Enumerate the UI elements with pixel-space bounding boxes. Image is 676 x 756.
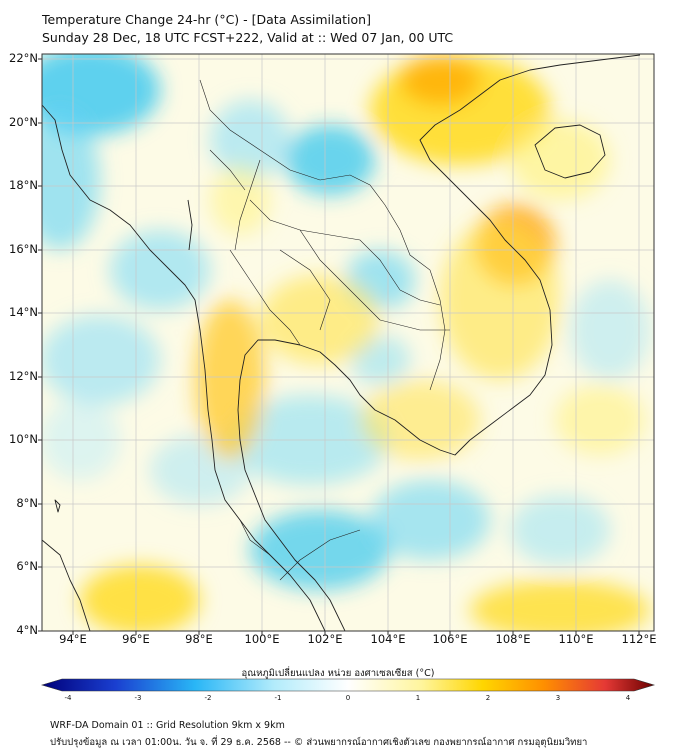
footer-credit: ปรับปรุงข้อมูล ณ เวลา 01:00น. วัน จ. ที่… (50, 737, 588, 748)
lon-label: 98°E (185, 632, 213, 646)
lat-label: 4°N (16, 623, 38, 637)
lon-label: 106°E (432, 632, 468, 646)
lat-label: 12°N (9, 369, 38, 383)
colorbar-tick-label: -4 (64, 694, 72, 702)
lon-label: 108°E (495, 632, 531, 646)
lat-label: 6°N (16, 559, 38, 573)
colorbar-tick-label: 1 (415, 694, 421, 702)
coastlines (42, 54, 641, 631)
lon-label: 94°E (59, 632, 87, 646)
colorbar-label: อุณหภูมิเปลี่ยนแปลง หน่วย องศาเซลเซียส (… (241, 668, 435, 679)
map-subtitle: Sunday 28 Dec, 18 UTC FCST+222, Valid at… (42, 30, 454, 45)
lon-label: 96°E (122, 632, 150, 646)
colorbar-tick-label: 3 (555, 694, 561, 702)
colorbar-tick-label: 0 (345, 694, 351, 702)
footer-model-info: WRF-DA Domain 01 :: Grid Resolution 9km … (50, 720, 285, 731)
map-title: Temperature Change 24-hr (°C) - [Data As… (42, 12, 371, 27)
admin-borders (199, 79, 450, 581)
lon-label: 102°E (307, 632, 343, 646)
lon-label: 104°E (370, 632, 406, 646)
colorbar-tick-label: -3 (134, 694, 142, 702)
map-frame (41, 53, 655, 632)
lat-label: 14°N (9, 305, 38, 319)
colorbar-tick-label: -1 (274, 694, 282, 702)
colorbar-tick-label: 2 (485, 694, 491, 702)
temperature-change-map (38, 53, 655, 635)
lat-label: 16°N (9, 242, 38, 256)
lon-label: 100°E (244, 632, 280, 646)
lon-label: 112°E (621, 632, 657, 646)
lon-label: 110°E (558, 632, 594, 646)
colorbar-tick-label: 4 (625, 694, 631, 702)
colorbar-tick-label: -2 (204, 694, 212, 702)
lat-label: 8°N (16, 496, 38, 510)
graticule (42, 54, 654, 631)
colorbar-ramp (40, 678, 656, 692)
lat-label: 20°N (9, 115, 38, 129)
lat-label: 18°N (9, 178, 38, 192)
axis-ticks (38, 58, 640, 635)
lat-label: 22°N (9, 51, 38, 65)
lat-label: 10°N (9, 432, 38, 446)
